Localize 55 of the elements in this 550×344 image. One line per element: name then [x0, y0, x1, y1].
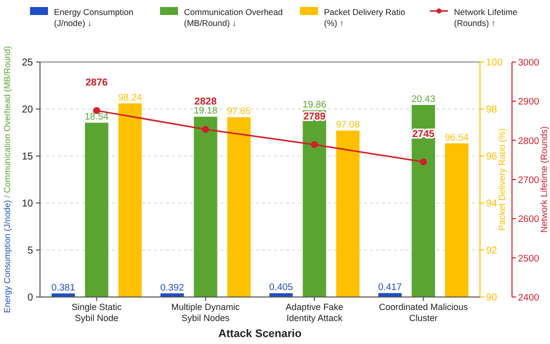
y2-tick-label: 100 [486, 58, 504, 68]
data-label: 18.54 [84, 112, 109, 123]
legend-label: Energy Consumption (J/node) ↓ [54, 7, 134, 28]
data-label: 0.392 [160, 282, 184, 294]
data-label: 20.43 [411, 94, 436, 105]
data-label: 0.381 [51, 282, 76, 294]
x-tick-label: Adaptive Fake Identity Attack [286, 302, 344, 323]
data-label: 0.405 [269, 282, 293, 294]
x-tick-label: Multiple Dynamic Sybil Nodes [171, 302, 240, 323]
y3-tick-label: 2900 [518, 96, 540, 108]
data-label: 0.417 [378, 282, 402, 294]
data-label: 96.54 [444, 132, 469, 144]
data-label: 98.24 [118, 92, 142, 104]
y-tick-label: 20 [22, 104, 34, 116]
x-tick-label: Single Static Sybil Node [72, 302, 122, 323]
y-axis-title: Energy Consumption (J/node) / Communication Overhead (MB/Round) [2, 46, 12, 313]
y3-tick-label: 2400 [518, 292, 540, 304]
y2-tick-label: 92 [486, 246, 498, 256]
x-axis-title: Attack Scenario [218, 328, 302, 340]
point [420, 158, 427, 166]
bar [194, 116, 218, 297]
y2-tick-label: 96 [486, 152, 498, 162]
y-tick-label: 5 [27, 246, 34, 256]
y-tick-label: 15 [22, 152, 34, 162]
y-tick-label: 0 [27, 292, 34, 304]
data-label: 2745 [412, 128, 435, 140]
data-label: 2876 [86, 78, 108, 89]
data-label: 97.65 [227, 106, 251, 118]
x-tick-label: Coordinated Malicious Cluster [378, 302, 468, 323]
bar [412, 104, 436, 297]
y3-tick-label: 2800 [518, 136, 540, 147]
y-tick-label: 10 [22, 198, 34, 210]
bar [269, 293, 293, 297]
y2-tick-label: 98 [486, 104, 498, 116]
y3-tick-label: 2600 [518, 214, 540, 226]
bar [302, 110, 326, 297]
y3-tick-label: 2500 [518, 253, 540, 264]
data-label: 97.08 [336, 120, 360, 131]
y3-axis-title: Network Lifetime (Rounds) [539, 126, 549, 233]
legend-label: Communication Overhead (MB/Round) ↓ [184, 7, 284, 28]
y2-tick-label: 90 [486, 292, 498, 304]
legend-label: Network Lifetime (Rounds) ↑ [454, 7, 518, 28]
y2-axis-title: Packet Delivery Ratio (%) [497, 128, 507, 231]
y-tick-label: 25 [22, 58, 34, 68]
legend-label: Packet Delivery Ratio (%) ↑ [324, 7, 406, 28]
bar [84, 122, 108, 297]
y2-tick-label: 94 [486, 198, 498, 210]
data-label: 2828 [194, 96, 218, 108]
y3-tick-label: 2700 [518, 175, 540, 186]
point [202, 126, 210, 133]
data-label: 2789 [303, 112, 326, 123]
data-label: 19.18 [194, 106, 218, 117]
data-label: 19.86 [302, 99, 326, 110]
point [310, 141, 318, 148]
y3-tick-label: 3000 [518, 58, 540, 68]
